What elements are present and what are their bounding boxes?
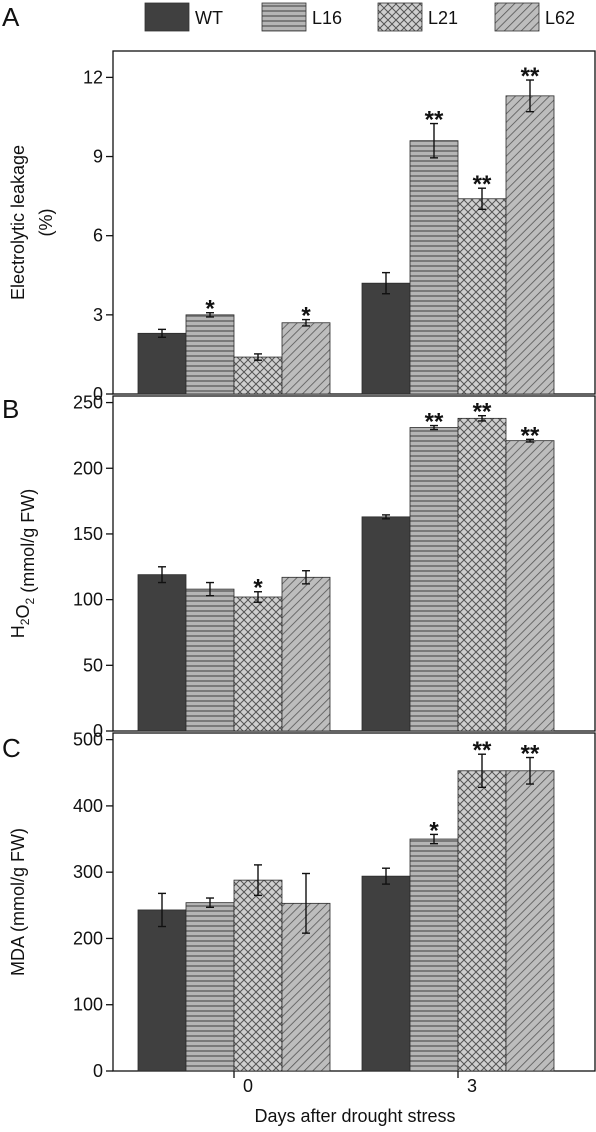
- y-tick-label: 100: [73, 995, 103, 1015]
- y-tick-label: 12: [83, 67, 103, 87]
- significance-mark: *: [253, 575, 263, 602]
- legend-swatch: [261, 2, 307, 32]
- y-tick-label: 300: [73, 862, 103, 882]
- legend-label: L21: [428, 8, 458, 28]
- panel-letter: C: [2, 733, 21, 763]
- y-tick-label: 400: [73, 796, 103, 816]
- significance-mark: *: [301, 303, 311, 330]
- bar-l16-day0: [185, 902, 235, 1072]
- significance-mark: **: [473, 737, 492, 764]
- legend-label: L16: [312, 8, 342, 28]
- legend-label: L62: [545, 8, 575, 28]
- bar-wt-day0: [137, 332, 187, 395]
- significance-mark: **: [521, 741, 540, 768]
- y-tick-label: 0: [93, 1061, 103, 1081]
- panel-letter: B: [2, 394, 19, 424]
- y-tick-label: 500: [73, 730, 103, 750]
- y-tick-label: 6: [93, 226, 103, 246]
- y-axis-label: Electrolytic leakage: [8, 145, 28, 300]
- panel-letter: A: [2, 2, 20, 32]
- bar-l16-day3: [409, 838, 459, 1072]
- significance-mark: **: [425, 107, 444, 134]
- y-tick-label: 200: [73, 928, 103, 948]
- significance-mark: **: [521, 422, 540, 449]
- bar-wt-day0: [137, 909, 187, 1072]
- plot-frame: [112, 732, 596, 1072]
- significance-mark: **: [473, 171, 492, 198]
- bar-l62-day3: [505, 95, 555, 395]
- y-axis-label: MDA (mmol/g FW): [8, 828, 28, 976]
- bar-l21-day0: [233, 596, 283, 732]
- bar-l62-day3: [505, 440, 555, 732]
- y-axis-label: (%): [36, 209, 56, 237]
- y-tick-label: 0: [93, 384, 103, 404]
- y-tick-label: 0: [93, 721, 103, 741]
- legend-swatch: [377, 2, 423, 32]
- significance-mark: *: [205, 296, 215, 323]
- bar-l62-day0: [281, 322, 331, 395]
- y-axis-label: H2O2 (mmol/g FW): [8, 489, 38, 638]
- plot-frame: [112, 50, 596, 395]
- significance-mark: *: [429, 817, 439, 844]
- legend-item-l21: L21: [377, 2, 458, 32]
- y-tick-label: 200: [73, 458, 103, 478]
- plot-frame: [112, 395, 596, 732]
- y-tick-label: 3: [93, 305, 103, 325]
- bar-wt-day3: [361, 875, 411, 1072]
- significance-mark: **: [521, 63, 540, 90]
- significance-mark: **: [425, 409, 444, 436]
- bar-l16-day3: [409, 140, 459, 395]
- y-tick-label: 9: [93, 147, 103, 167]
- legend-swatch: [494, 2, 540, 32]
- x-axis-label: Days after drought stress: [254, 1106, 455, 1126]
- legend: WT L16 L21 L62: [144, 2, 575, 32]
- y-tick-label: 250: [73, 393, 103, 413]
- y-tick-label: 100: [73, 590, 103, 610]
- bar-l21-day0: [233, 356, 283, 395]
- bar-l16-day0: [185, 588, 235, 732]
- bar-wt-day0: [137, 574, 187, 732]
- x-tick-label-3: 3: [467, 1076, 477, 1096]
- bar-l16-day3: [409, 427, 459, 732]
- bar-l21-day3: [457, 770, 507, 1072]
- legend-label: WT: [195, 8, 223, 28]
- significance-mark: **: [473, 399, 492, 426]
- x-tick-label-0: 0: [243, 1076, 253, 1096]
- legend-swatch: [144, 2, 190, 32]
- legend-item-l62: L62: [494, 2, 575, 32]
- bar-l62-day3: [505, 770, 555, 1072]
- bar-l16-day0: [185, 314, 235, 395]
- legend-item-wt: WT: [144, 2, 223, 32]
- y-tick-label: 50: [83, 655, 103, 675]
- bar-wt-day3: [361, 282, 411, 395]
- bar-wt-day3: [361, 516, 411, 732]
- bar-l21-day3: [457, 417, 507, 732]
- bar-l21-day3: [457, 198, 507, 395]
- bar-l62-day0: [281, 576, 331, 732]
- bar-l21-day0: [233, 879, 283, 1072]
- legend-item-l16: L16: [261, 2, 342, 32]
- y-tick-label: 150: [73, 524, 103, 544]
